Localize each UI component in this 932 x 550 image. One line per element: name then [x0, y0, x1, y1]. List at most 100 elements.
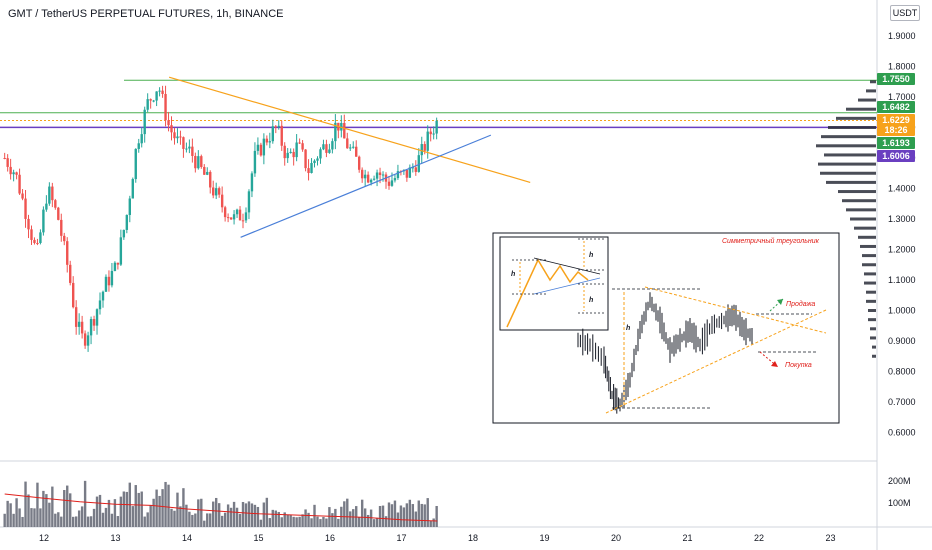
candle-body	[325, 144, 328, 153]
volume-bar	[268, 518, 272, 527]
volume-bar	[337, 518, 340, 527]
volume-bar	[432, 518, 435, 527]
volume-bar	[137, 492, 140, 527]
volume-bar	[74, 516, 78, 527]
volume-profile-bar	[866, 89, 876, 93]
volume-bar	[152, 498, 155, 527]
candle-body	[244, 212, 248, 221]
price-tag-label: 18:26	[884, 125, 907, 135]
volume-bar	[66, 485, 69, 527]
price-tag	[877, 124, 915, 136]
volume-bar	[325, 518, 328, 527]
candle-body	[369, 179, 373, 183]
candle-body	[176, 136, 179, 139]
candle-body	[417, 155, 420, 172]
price-tag-label: 1.6193	[882, 138, 910, 148]
y-tick-label: 0.7000	[888, 397, 916, 407]
candle-body	[18, 174, 21, 194]
candle-body	[220, 194, 224, 208]
volume-bar	[9, 503, 12, 527]
volume-bar	[220, 515, 224, 527]
volume-bar	[253, 504, 257, 527]
candle-body	[292, 151, 295, 158]
volume-bar	[98, 494, 102, 527]
candle-body	[134, 148, 137, 180]
candle-body	[349, 147, 352, 149]
volume-bar	[277, 511, 280, 527]
volume-bar	[206, 513, 209, 527]
volume-bar	[71, 516, 75, 527]
volume-profile-bar	[836, 116, 876, 120]
volume-bar	[331, 513, 334, 527]
candle-body	[107, 276, 111, 286]
y-tick-label: 1.9000	[888, 31, 916, 41]
x-tick-label: 19	[539, 533, 549, 543]
candle-body	[277, 125, 280, 127]
candle-body	[116, 262, 120, 265]
x-tick-label: 21	[682, 533, 692, 543]
candle-body	[355, 146, 358, 157]
candle-body	[206, 171, 209, 175]
volume-bar	[21, 516, 24, 527]
volume-bar	[51, 486, 54, 527]
candle-body	[411, 167, 415, 169]
volume-bar	[217, 503, 221, 527]
volume-bar	[155, 489, 158, 527]
volume-bar	[244, 503, 248, 527]
volume-bar	[366, 514, 370, 527]
volume-bar	[179, 506, 182, 527]
volume-profile-bar	[870, 336, 876, 340]
candle-body	[30, 229, 33, 240]
volume-tick-label: 200M	[888, 476, 911, 486]
candle-body	[77, 321, 81, 327]
candle-body	[57, 207, 60, 220]
candle-body	[149, 99, 152, 101]
candle-body	[223, 207, 227, 218]
candle-body	[316, 158, 319, 161]
candle-body	[366, 174, 370, 183]
volume-profile-bar	[870, 80, 876, 84]
volume-bar	[134, 485, 137, 527]
candle-body	[408, 167, 412, 178]
candle-body	[426, 131, 429, 151]
candle-body	[12, 172, 15, 175]
volume-bar	[119, 496, 123, 527]
candle-body	[113, 262, 117, 271]
y-tick-label: 1.4000	[888, 184, 916, 194]
volume-bar	[191, 514, 194, 527]
volume-bar	[57, 512, 60, 527]
volume-bar	[355, 506, 358, 527]
volume-bar	[18, 508, 21, 527]
x-tick-label: 23	[825, 533, 835, 543]
candle-body	[158, 90, 161, 92]
candle-body	[95, 309, 99, 326]
volume-bar	[417, 500, 420, 527]
volume-profile-bar	[866, 290, 876, 294]
currency-selector[interactable]: USDT	[890, 5, 920, 21]
candle-body	[74, 307, 78, 327]
candle-body	[253, 150, 257, 174]
x-tick-label: 15	[253, 533, 263, 543]
candle-body	[119, 237, 123, 265]
volume-bar	[435, 505, 438, 527]
candle-body	[232, 214, 236, 220]
candle-body	[98, 300, 102, 310]
candle-body	[375, 172, 379, 179]
candle-body	[429, 131, 432, 135]
volume-bar	[3, 513, 6, 527]
x-tick-label: 20	[611, 533, 621, 543]
candle-body	[173, 132, 176, 139]
volume-bar	[101, 512, 105, 527]
svg-text:h: h	[511, 271, 515, 278]
candle-body	[313, 160, 316, 164]
volume-bar	[384, 516, 388, 527]
volume-bar	[63, 490, 66, 527]
volume-bar	[194, 513, 197, 527]
volume-bar	[48, 502, 51, 527]
candle-body	[131, 179, 134, 199]
price-tag	[877, 101, 915, 113]
volume-profile-bar	[870, 327, 876, 331]
volume-bar	[349, 511, 352, 527]
candle-body	[393, 178, 397, 181]
volume-bar	[343, 501, 346, 527]
